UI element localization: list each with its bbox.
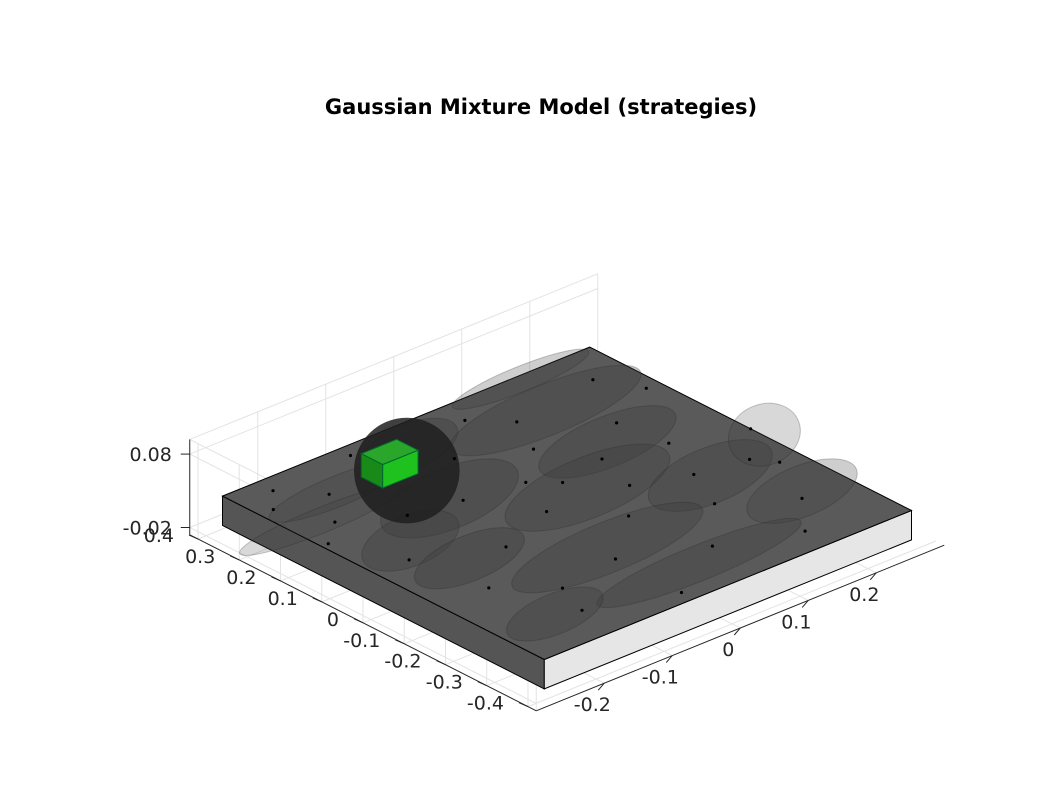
y-tick-label: 0.2 — [849, 584, 879, 606]
mean-point — [591, 378, 595, 382]
y-tick-mark — [597, 682, 605, 691]
x-tick-label: -0.1 — [343, 630, 380, 652]
mean-point — [271, 489, 275, 493]
gaussian-component — [746, 458, 858, 524]
mean-point — [778, 460, 782, 464]
x-tick-mark — [230, 555, 240, 561]
x-tick-mark — [436, 660, 446, 666]
mean-point — [504, 545, 508, 549]
mean-point — [407, 558, 411, 562]
mean-point — [710, 544, 715, 548]
tick-labels: -0.4-0.3-0.2-0.100.10.20.30.4-0.2-0.100.… — [123, 444, 880, 716]
mean-point — [461, 498, 465, 502]
y-tick-label: 0 — [722, 639, 734, 661]
mean-point — [679, 590, 684, 595]
x-tick-mark — [312, 597, 322, 603]
grid-line — [527, 540, 937, 708]
x-tick-mark — [518, 702, 529, 708]
mean-point — [692, 472, 696, 477]
mean-point — [327, 492, 331, 496]
mean-point — [627, 514, 631, 518]
x-tick-mark — [271, 576, 281, 582]
mean-point — [515, 420, 519, 424]
mean-point — [463, 418, 467, 422]
mean-point — [531, 447, 536, 451]
gaussian-component — [647, 439, 773, 512]
y-tick-label: 0.1 — [781, 611, 811, 633]
mean-point — [644, 386, 648, 390]
mean-point — [800, 496, 804, 500]
mean-point — [713, 502, 717, 506]
gaussian-component — [538, 405, 677, 479]
mean-point — [748, 457, 752, 461]
box-edge — [189, 273, 598, 440]
x-tick-label: 0.4 — [144, 525, 174, 547]
chart-title: Gaussian Mixture Model (strategies) — [325, 95, 757, 119]
x-tick-label: -0.2 — [384, 651, 421, 673]
y-tick-mark — [665, 655, 673, 663]
x-tick-label: 0.3 — [185, 546, 215, 568]
mean-point — [333, 520, 337, 524]
mean-point — [487, 586, 491, 590]
cube-top-face — [360, 438, 420, 466]
x-tick-label: 0.2 — [226, 567, 256, 589]
mean-point — [524, 480, 528, 484]
y-tick-mark — [801, 600, 809, 608]
x-tick-label: 0 — [327, 609, 339, 631]
y-tick-mark — [733, 627, 741, 636]
mean-point — [326, 542, 330, 546]
box-top-face — [221, 346, 913, 661]
mean-point — [600, 457, 604, 461]
gaussian-component — [451, 348, 590, 410]
gaussian-component — [511, 501, 704, 594]
y-tick-label: -0.2 — [574, 694, 611, 716]
gaussian-component — [504, 443, 671, 532]
plot-scene — [221, 346, 913, 690]
x-tick-mark — [353, 618, 364, 624]
x-tick-mark — [477, 681, 487, 687]
mean-point — [271, 507, 275, 512]
mean-point — [561, 480, 565, 485]
gaussian-component — [413, 527, 525, 590]
gaussian-component — [728, 402, 801, 467]
mean-point — [667, 441, 671, 445]
x-tick-label: -0.4 — [467, 693, 504, 715]
mean-point — [560, 586, 565, 590]
gaussian-component — [506, 586, 604, 642]
x-tick-mark — [395, 639, 405, 645]
gaussian-component — [596, 517, 802, 609]
y-tick-label: -0.1 — [642, 667, 679, 689]
mean-point — [348, 453, 353, 458]
mean-point — [452, 457, 456, 461]
z-tick-label: 0.08 — [129, 444, 171, 466]
mean-point — [545, 510, 549, 514]
grid-line — [189, 527, 537, 704]
x-tick-mark — [188, 534, 199, 540]
x-tick-label: 0.1 — [268, 588, 298, 610]
mean-point — [405, 513, 409, 518]
grid-line — [189, 288, 598, 455]
x-tick-label: -0.3 — [426, 672, 463, 694]
mean-point — [628, 483, 632, 487]
y-tick-mark — [869, 572, 877, 581]
mean-point — [749, 427, 753, 431]
mean-point — [580, 608, 584, 612]
z-tick-label: -0.02 — [123, 518, 172, 540]
mean-point — [613, 557, 618, 561]
mean-point — [615, 421, 619, 425]
mean-point — [803, 529, 807, 533]
